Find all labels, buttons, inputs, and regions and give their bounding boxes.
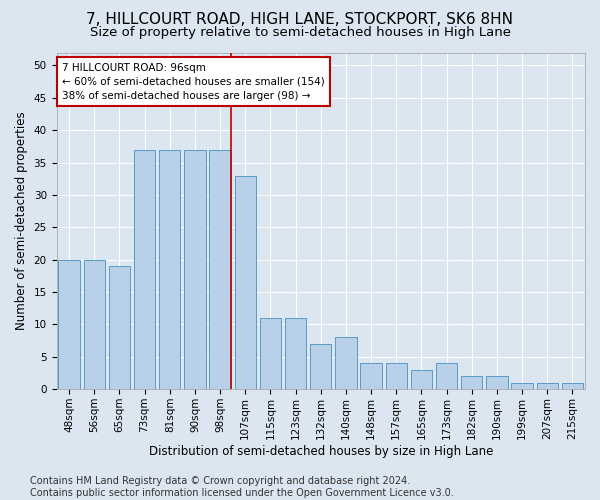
Text: Size of property relative to semi-detached houses in High Lane: Size of property relative to semi-detach…	[89, 26, 511, 39]
Bar	[235, 176, 256, 389]
Bar	[310, 344, 331, 389]
Bar	[536, 382, 558, 389]
Bar	[486, 376, 508, 389]
Bar	[209, 150, 231, 389]
Text: 7 HILLCOURT ROAD: 96sqm
← 60% of semi-detached houses are smaller (154)
38% of s: 7 HILLCOURT ROAD: 96sqm ← 60% of semi-de…	[62, 62, 325, 100]
Bar	[411, 370, 432, 389]
Bar	[285, 318, 306, 389]
Text: Contains HM Land Registry data © Crown copyright and database right 2024.
Contai: Contains HM Land Registry data © Crown c…	[30, 476, 454, 498]
Bar	[58, 260, 80, 389]
Bar	[511, 382, 533, 389]
Bar	[260, 318, 281, 389]
X-axis label: Distribution of semi-detached houses by size in High Lane: Distribution of semi-detached houses by …	[149, 444, 493, 458]
Bar	[461, 376, 482, 389]
Text: 7, HILLCOURT ROAD, HIGH LANE, STOCKPORT, SK6 8HN: 7, HILLCOURT ROAD, HIGH LANE, STOCKPORT,…	[86, 12, 514, 28]
Bar	[562, 382, 583, 389]
Bar	[184, 150, 206, 389]
Bar	[436, 364, 457, 389]
Bar	[134, 150, 155, 389]
Bar	[335, 338, 356, 389]
Y-axis label: Number of semi-detached properties: Number of semi-detached properties	[15, 112, 28, 330]
Bar	[361, 364, 382, 389]
Bar	[109, 266, 130, 389]
Bar	[159, 150, 181, 389]
Bar	[386, 364, 407, 389]
Bar	[83, 260, 105, 389]
